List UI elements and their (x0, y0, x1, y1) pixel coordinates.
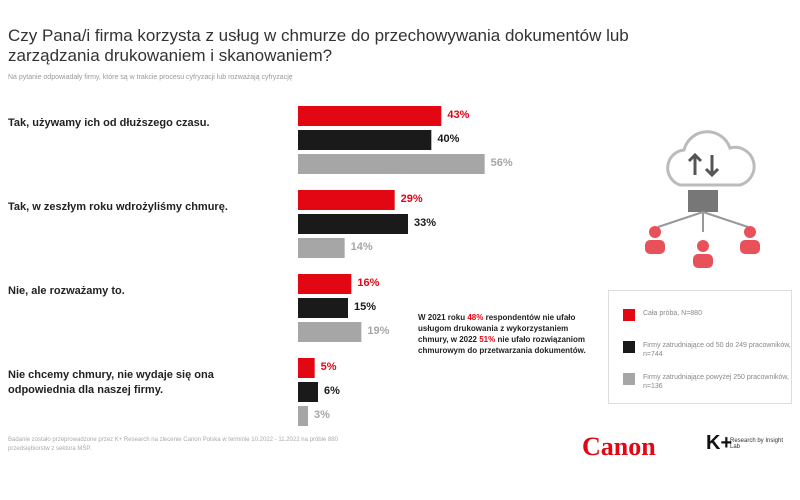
value-label: 16% (357, 277, 380, 289)
bar (298, 214, 408, 234)
bar (298, 154, 485, 174)
value-label: 5% (320, 361, 337, 373)
value-label: 3% (314, 409, 330, 421)
category-label: Tak, używamy ich od dłuższego czasu. (8, 117, 210, 129)
bar (298, 382, 318, 402)
category-label: Tak, w zeszłym roku wdrożyliśmy chmurę. (8, 201, 228, 213)
logo: Canon (582, 432, 656, 461)
legend-swatch (623, 373, 635, 385)
legend-entry: Firmy zatrudniające powyżej 250 pracowni… (623, 373, 800, 391)
value-label: 6% (324, 385, 340, 397)
value-label: 19% (367, 325, 390, 337)
bar (298, 298, 348, 318)
legend-swatch (623, 341, 635, 353)
bar (298, 358, 315, 378)
value-label: 56% (490, 157, 513, 169)
note-text: respondentów nie ufało usługom drukowani… (418, 313, 576, 344)
logo-subtitle: Research by Insight Lab (730, 438, 784, 450)
note: W 2021 roku 48% respondentów nie ufało u… (418, 312, 588, 356)
note-text: nie ufało rozwiązaniom chmurowym do prze… (418, 335, 586, 355)
category-label: Nie, ale rozważamy to. (8, 285, 125, 297)
bar (298, 190, 395, 210)
value-label: 40% (437, 133, 460, 145)
value-label: 43% (447, 109, 470, 121)
legend-swatch (623, 309, 635, 321)
value-label: 29% (400, 193, 423, 205)
chart-subtitle: Na pytanie odpowiadały firmy, które są w… (8, 74, 293, 81)
value-label: 33% (414, 217, 437, 229)
bar (298, 406, 308, 426)
legend-label: Cała próba, N=880 (643, 310, 702, 317)
bar (298, 130, 432, 150)
bar (298, 274, 352, 294)
note-text: 51% (479, 335, 496, 344)
chart-title: Czy Pana/i firma korzysta z usług w chmu… (8, 26, 629, 65)
footer: Badanie zostało przeprowadzone przez K+ … (8, 437, 338, 452)
category-label: Nie chcemy chmury, nie wydaje się ona od… (8, 369, 214, 396)
value-label: 15% (354, 301, 377, 313)
legend-label: Firmy zatrudniające od 50 do 249 pracown… (643, 342, 791, 358)
logo: K+ (706, 432, 733, 454)
cloud-icon (645, 130, 760, 268)
legend: Cała próba, N=880 Firmy zatrudniające od … (608, 290, 792, 404)
bar (298, 238, 345, 258)
note-text: W 2021 roku (418, 313, 468, 322)
legend-entry: Cała próba, N=880 (623, 309, 800, 321)
note-text: 48% (467, 313, 484, 322)
value-label: 14% (350, 241, 373, 253)
legend-entry: Firmy zatrudniające od 50 do 249 pracown… (623, 341, 800, 359)
bar (298, 322, 362, 342)
legend-label: Firmy zatrudniające powyżej 250 pracowni… (643, 374, 789, 390)
bar (298, 106, 442, 126)
